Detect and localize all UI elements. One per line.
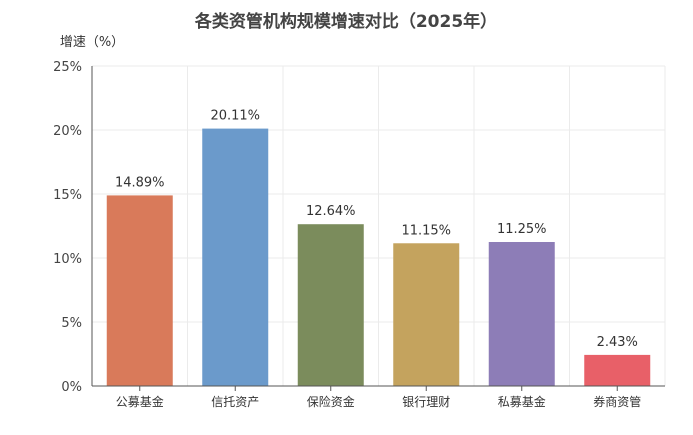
data-label: 12.64%: [306, 204, 356, 219]
y-tick-label: 20%: [53, 124, 82, 139]
axes: 0% 5% 10% 15% 20% 25% 公募基金 信托资产 保险资金 银行理财 私募基金 券商资管: [53, 60, 665, 409]
x-tick-label: 银行理财: [402, 395, 450, 409]
bar-6: [584, 354, 651, 386]
x-tick-label: 券商资管: [593, 394, 641, 409]
y-tick-label: 15%: [53, 188, 82, 203]
data-label: 11.15%: [401, 223, 451, 238]
bar-3: [297, 224, 364, 386]
data-label: 14.89%: [115, 175, 165, 190]
bars: [106, 128, 651, 387]
y-tick-label: 0%: [61, 380, 82, 395]
y-tick-label: 25%: [53, 60, 82, 75]
y-tick-label: 10%: [53, 252, 82, 267]
bar-4: [393, 243, 460, 386]
x-tick-label: 私募基金: [498, 394, 546, 409]
x-tick-label: 信托资产: [211, 395, 259, 409]
bar-2: [202, 128, 269, 387]
bar-1: [106, 195, 173, 386]
data-label: 11.25%: [497, 222, 547, 237]
y-axis-label: 增速（%）: [60, 35, 124, 50]
y-tick-label: 5%: [61, 316, 82, 331]
x-tick-label: 公募基金: [116, 394, 164, 409]
chart-title: 各类资管机构规模增速对比（2025年）: [194, 11, 497, 32]
grid-lines: [91, 65, 666, 386]
data-labels: 14.89% 20.11% 12.64% 11.15% 11.25% 2.43%: [115, 109, 638, 350]
bar-5: [488, 242, 555, 386]
x-tick-label: 保险资金: [307, 394, 355, 409]
data-label: 2.43%: [597, 335, 638, 350]
data-label: 20.11%: [210, 109, 260, 124]
